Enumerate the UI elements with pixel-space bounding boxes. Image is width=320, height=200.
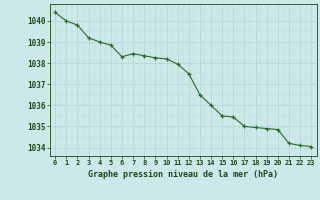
X-axis label: Graphe pression niveau de la mer (hPa): Graphe pression niveau de la mer (hPa) [88, 170, 278, 179]
